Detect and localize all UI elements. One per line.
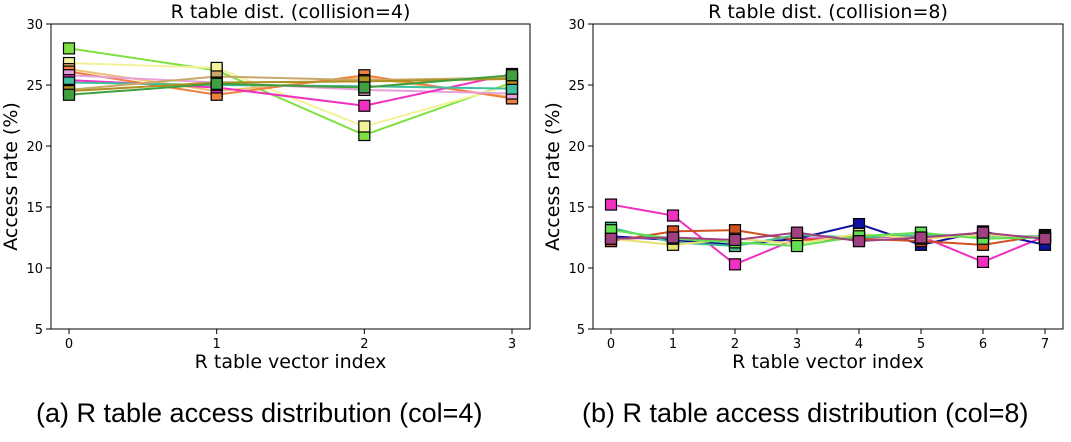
- y-tick-label: 20: [26, 140, 43, 155]
- x-tick-label: 7: [1041, 337, 1049, 352]
- series-line-s2: [68, 62, 513, 128]
- x-tick-label: 5: [917, 337, 925, 352]
- series-line-s10: [68, 74, 513, 96]
- data-point-s7: [604, 232, 618, 245]
- y-tick-label: 5: [577, 323, 585, 338]
- data-point-s10: [358, 81, 371, 94]
- series-line-s1: [68, 47, 513, 137]
- y-tick-label: 25: [568, 79, 585, 94]
- data-point-s10: [505, 69, 519, 82]
- data-point-s1: [604, 198, 618, 211]
- data-point-s7: [976, 226, 990, 239]
- y-tick-label: 25: [26, 79, 43, 94]
- series-line-s6: [610, 229, 1046, 248]
- data-point-s7: [790, 226, 804, 239]
- data-point-s10: [62, 88, 76, 101]
- x-tick-label: 1: [669, 337, 677, 352]
- series-line-s7: [610, 231, 1046, 243]
- data-point-s1: [62, 42, 76, 55]
- x-tick-label: 3: [508, 337, 516, 352]
- x-axis-label: R table vector index: [732, 351, 924, 373]
- x-tick-label: 2: [731, 337, 739, 352]
- data-point-s7: [914, 231, 928, 244]
- data-point-s1: [728, 258, 742, 271]
- data-point-s2: [358, 120, 371, 133]
- chart-title: R table dist. (collision=4): [171, 1, 411, 23]
- x-tick-label: 3: [793, 337, 801, 352]
- data-point-s10: [210, 77, 223, 90]
- data-point-s7: [852, 235, 866, 248]
- data-point-s6: [790, 239, 804, 253]
- x-axis-label: R table vector index: [195, 351, 387, 373]
- x-tick-label: 4: [855, 337, 863, 352]
- y-tick-label: 30: [568, 18, 585, 33]
- y-tick-label: 10: [26, 262, 43, 277]
- data-point-s6: [358, 99, 371, 112]
- data-point-s7: [1038, 232, 1052, 245]
- y-tick-label: 15: [26, 201, 43, 216]
- x-tick-label: 0: [607, 337, 615, 352]
- x-tick-label: 2: [360, 337, 368, 352]
- chart-panel-0: R table dist. (collision=4) 5 10 15 20 25 30 0 1…: [0, 1, 531, 373]
- data-point-s1: [666, 209, 680, 222]
- series-line-s9: [68, 77, 513, 93]
- data-point-s1: [976, 255, 990, 268]
- y-tick-label: 5: [35, 323, 43, 338]
- x-tick-label: 6: [979, 337, 987, 352]
- series-line-s8: [68, 75, 513, 91]
- data-point-s7: [666, 231, 680, 244]
- series-line-s5: [610, 232, 1046, 246]
- plot-frame: [592, 23, 1064, 330]
- y-tick-label: 30: [26, 18, 43, 33]
- chart-title: R table dist. (collision=8): [708, 1, 948, 23]
- y-tick-label: 20: [568, 140, 585, 155]
- y-tick-label: 15: [568, 201, 585, 216]
- x-tick-label: 0: [65, 337, 73, 352]
- y-tick-label: 10: [568, 262, 585, 277]
- y-axis-label: Access rate (%): [0, 102, 22, 251]
- x-tick-label: 1: [213, 337, 221, 352]
- data-point-s7: [728, 233, 742, 247]
- caption-b: (b) R table access distribution (col=8): [582, 398, 1029, 428]
- y-axis-label: Access rate (%): [542, 102, 564, 251]
- caption-a: (a) R table access distribution (col=4): [36, 398, 483, 428]
- plot-frame: [50, 23, 531, 330]
